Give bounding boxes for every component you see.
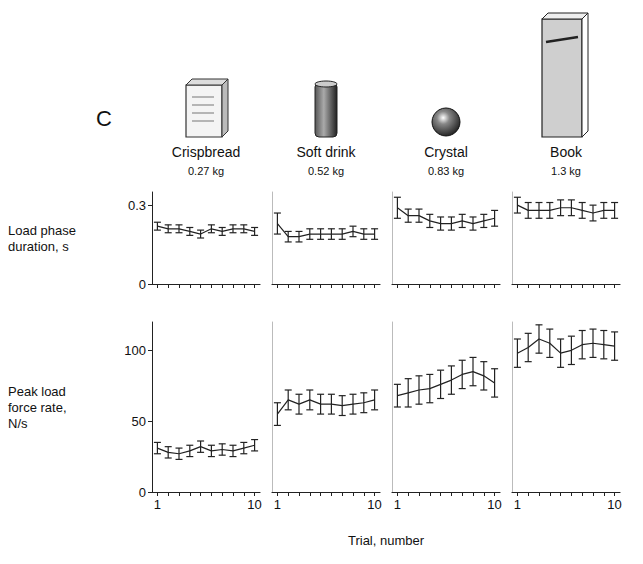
- svg-text:1: 1: [274, 497, 281, 512]
- svg-text:Crystal: Crystal: [424, 144, 468, 160]
- svg-text:1.3 kg: 1.3 kg: [551, 165, 581, 177]
- svg-text:0: 0: [139, 277, 146, 292]
- svg-text:10: 10: [367, 497, 381, 512]
- svg-text:10: 10: [487, 497, 501, 512]
- svg-text:0.3: 0.3: [128, 198, 146, 213]
- svg-text:Trial, number: Trial, number: [348, 533, 425, 548]
- svg-text:100: 100: [124, 343, 146, 358]
- svg-text:0: 0: [139, 485, 146, 500]
- svg-text:Book: Book: [550, 144, 583, 160]
- svg-text:0.83 kg: 0.83 kg: [428, 165, 464, 177]
- svg-text:duration, s: duration, s: [8, 239, 69, 254]
- svg-text:Soft drink: Soft drink: [296, 144, 356, 160]
- svg-text:0.52 kg: 0.52 kg: [308, 165, 344, 177]
- svg-text:10: 10: [607, 497, 621, 512]
- svg-text:C: C: [96, 106, 112, 131]
- svg-text:force rate,: force rate,: [8, 400, 67, 415]
- svg-text:Peak load: Peak load: [8, 384, 66, 399]
- svg-text:50: 50: [132, 414, 146, 429]
- svg-text:Crispbread: Crispbread: [172, 144, 240, 160]
- svg-text:Load phase: Load phase: [8, 223, 76, 238]
- svg-text:1: 1: [514, 497, 521, 512]
- svg-text:1: 1: [154, 497, 161, 512]
- svg-text:1: 1: [394, 497, 401, 512]
- svg-text:N/s: N/s: [8, 416, 28, 431]
- svg-text:10: 10: [247, 497, 261, 512]
- svg-text:0.27 kg: 0.27 kg: [188, 165, 224, 177]
